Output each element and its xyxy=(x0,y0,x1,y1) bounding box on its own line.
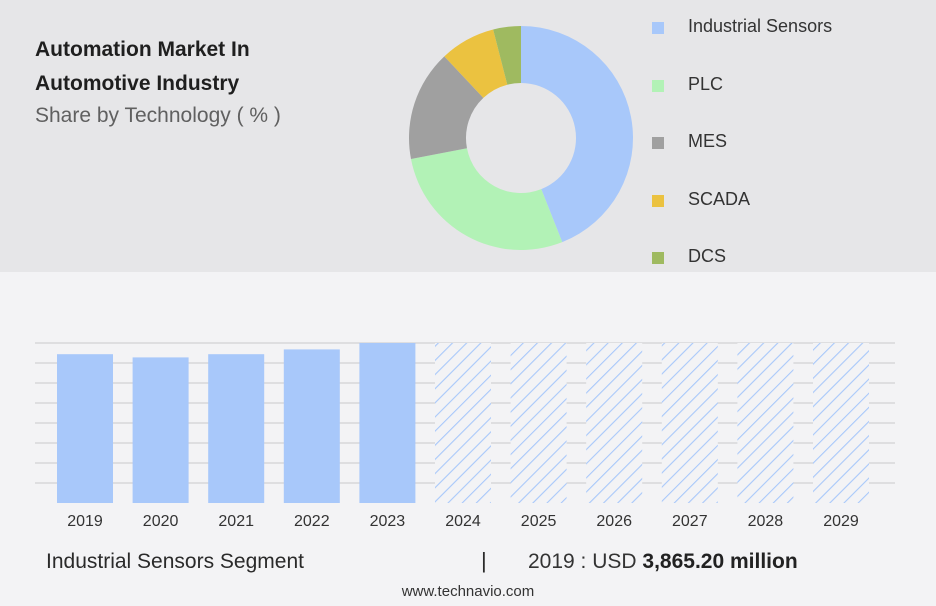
source-link[interactable]: www.technavio.com xyxy=(401,583,535,600)
x-tick-label-2020: 2020 xyxy=(143,513,179,530)
x-tick-label-2019: 2019 xyxy=(67,513,103,530)
legend-swatch xyxy=(652,137,664,149)
legend-label: Industrial Sensors xyxy=(688,16,833,36)
x-tick-label-2024: 2024 xyxy=(445,513,481,530)
legend-item-industrial-sensors: Industrial Sensors xyxy=(652,12,912,42)
legend-swatch xyxy=(652,79,664,92)
x-tick-label-2027: 2027 xyxy=(672,513,708,530)
bar-2026 xyxy=(586,343,643,503)
donut-slice-mes xyxy=(409,56,484,159)
legend-label: MES xyxy=(688,131,728,151)
legend-item-mes: MES xyxy=(652,127,912,157)
bar-2027 xyxy=(661,343,718,503)
x-tick-label-2029: 2029 xyxy=(823,513,859,530)
title-line-2: Automotive Industry xyxy=(35,72,240,95)
x-tick-label-2026: 2026 xyxy=(596,513,632,530)
chart-title: Automation Market In Automotive Industry xyxy=(35,33,355,101)
bar-2020 xyxy=(132,357,189,503)
x-tick-label-2025: 2025 xyxy=(521,513,557,530)
footer-segment-label: Industrial Sensors Segment xyxy=(46,550,304,573)
footer-value: 2019 : USD 3,865.20 million xyxy=(528,550,798,574)
x-tick-label-2022: 2022 xyxy=(294,513,330,530)
title-line-1: Automation Market In xyxy=(35,38,250,61)
bar-2025 xyxy=(510,343,567,503)
footer-divider: | xyxy=(481,548,487,573)
legend-label: SCADA xyxy=(688,188,751,209)
legend-item-plc: PLC xyxy=(652,70,912,100)
x-tick-label-2023: 2023 xyxy=(370,513,406,530)
donut-chart xyxy=(409,26,634,250)
footer-year-label: 2019 : USD xyxy=(528,550,637,573)
donut-slice-industrial-sensors xyxy=(521,26,634,243)
x-tick-label-2021: 2021 xyxy=(218,513,254,530)
bar-2023 xyxy=(359,343,416,503)
bar-2021 xyxy=(208,354,265,503)
legend-swatch xyxy=(652,252,664,264)
bar-2028 xyxy=(737,343,794,503)
legend-swatch xyxy=(652,22,664,34)
legend-item-scada: SCADA xyxy=(652,185,912,215)
bar-2029 xyxy=(813,343,869,503)
legend-item-dcs: DCS xyxy=(652,242,912,272)
legend-swatch xyxy=(652,194,664,207)
donut-slice-plc xyxy=(410,148,563,250)
bar-chart: 2019 2020 2021 2022 2023 2024 2025 2026 2027 2028… xyxy=(35,342,895,530)
bar-2022 xyxy=(283,349,340,503)
legend-label: PLC xyxy=(688,73,724,94)
footer-amount: 3,865.20 million xyxy=(642,550,798,573)
donut-slice-scada xyxy=(444,29,508,98)
bar-2019 xyxy=(57,354,113,503)
x-tick-label-2028: 2028 xyxy=(748,513,784,530)
donut-slice-dcs xyxy=(493,26,521,85)
bar-2024 xyxy=(435,343,491,503)
chart-subtitle: Share by Technology ( % ) xyxy=(35,104,281,127)
legend-label: DCS xyxy=(688,246,727,266)
